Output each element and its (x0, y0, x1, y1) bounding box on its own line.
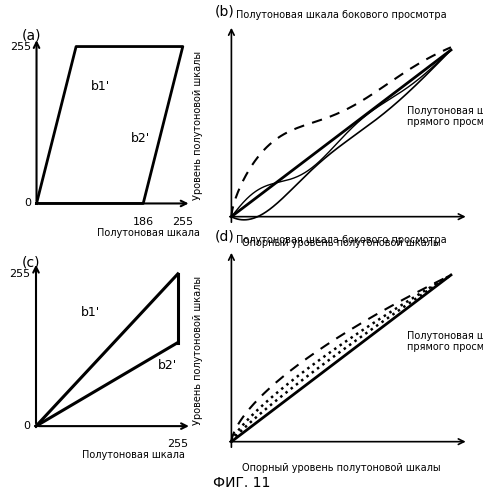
Text: Полутоновая шкала
прямого просмотра: Полутоновая шкала прямого просмотра (407, 331, 483, 352)
Text: Опорный уровень полутоновой шкалы: Опорный уровень полутоновой шкалы (242, 238, 440, 248)
Text: Опорный уровень полутоновой шкалы: Опорный уровень полутоновой шкалы (242, 464, 440, 473)
Text: 255: 255 (172, 217, 193, 227)
Text: (d): (d) (215, 230, 235, 244)
Text: Полутоновая шкала бокового просмотра: Полутоновая шкала бокового просмотра (236, 235, 446, 245)
Text: Полутоновая шкала
прямого просмотра: Полутоновая шкала прямого просмотра (407, 106, 483, 128)
Text: Полутоновая шкала бокового просмотра: Полутоновая шкала бокового просмотра (236, 10, 446, 20)
Text: 255: 255 (10, 42, 31, 51)
Text: ФИГ. 11: ФИГ. 11 (213, 476, 270, 490)
Text: (b): (b) (215, 5, 235, 19)
Text: 186: 186 (133, 217, 154, 227)
Text: 0: 0 (24, 198, 31, 208)
Text: b1': b1' (91, 80, 110, 92)
Text: 0: 0 (24, 421, 30, 431)
Text: b2': b2' (131, 132, 150, 145)
Text: 255: 255 (9, 269, 30, 279)
Text: (a): (a) (22, 28, 42, 42)
Text: Полутоновая шкала: Полутоновая шкала (97, 228, 200, 238)
Text: Уровень полутоновой шкалы: Уровень полутоновой шкалы (193, 276, 203, 424)
Text: b2': b2' (158, 360, 178, 372)
Text: Уровень полутоновой шкалы: Уровень полутоновой шкалы (193, 50, 203, 200)
Text: Полутоновая шкала: Полутоновая шкала (82, 450, 185, 460)
Text: 255: 255 (167, 440, 188, 450)
Text: (c): (c) (22, 256, 41, 270)
Text: b1': b1' (81, 306, 100, 318)
